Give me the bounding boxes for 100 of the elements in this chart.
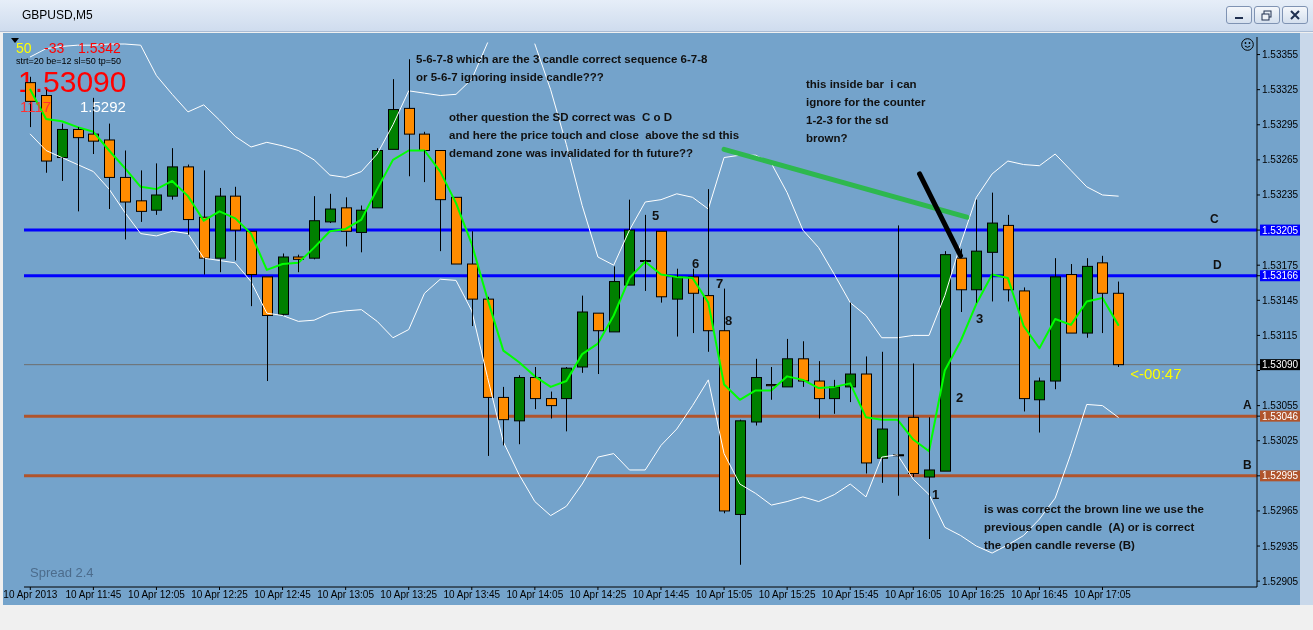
candlestick: [751, 358, 762, 427]
annotation: 6: [692, 256, 700, 271]
y-tick-label: 1.52905: [1262, 575, 1299, 587]
y-tick-label: 1.53295: [1262, 119, 1299, 131]
annotation: 1.5342: [78, 40, 121, 56]
y-tick-label: 1.53205: [1262, 224, 1299, 236]
x-tick-label: 10 Apr 15:05: [695, 589, 753, 601]
y-tick-label: 1.52935: [1262, 540, 1299, 552]
annotation: other question the SD correct was C o D and here the price touch and close above the sd this demand zone was invalidated for th future??: [449, 110, 740, 161]
y-tick-label: 1.53166: [1262, 270, 1299, 282]
annotation: <-00:47: [1130, 364, 1182, 382]
candlestick: [1066, 263, 1077, 334]
candlestick: [829, 379, 840, 415]
y-tick-label: 1.53265: [1262, 154, 1299, 166]
x-tick-label: 10 Apr 12:45: [254, 589, 312, 601]
x-tick-label: 10 Apr 13:05: [317, 589, 375, 601]
candlestick: [845, 302, 856, 403]
candlestick: [624, 199, 635, 286]
ref-line-label: B: [1243, 457, 1252, 472]
annotation: 5-6-7-8 which are the 3 candle correct sequence 6-7-8 or 5-6-7 ignoring inside candle???: [416, 52, 708, 85]
annotation: this inside bar i can ignore for the counter 1-2-3 for the sd brown?: [806, 77, 926, 146]
candlestick: [57, 123, 68, 182]
annotation: 5: [652, 208, 660, 223]
candlestick: [1034, 377, 1045, 434]
x-tick-label: 10 Apr 16:25: [947, 589, 1006, 601]
candlestick: [167, 147, 178, 201]
annotation: Spread 2.4: [30, 565, 94, 580]
candlestick: [419, 131, 430, 183]
y-tick-label: 1.53090: [1262, 359, 1299, 371]
candlestick: [593, 312, 604, 375]
x-tick-label: 10 Apr 16:05: [884, 589, 943, 601]
candlestick: [1097, 255, 1108, 334]
x-tick-label: 10 Apr 2013: [3, 589, 58, 601]
candlestick: [1113, 281, 1124, 368]
candlestick: [971, 199, 982, 304]
candlestick: [483, 296, 494, 457]
candlestick: [672, 268, 683, 338]
candlestick: [104, 123, 115, 210]
candlestick: [798, 340, 809, 388]
candlestick: [656, 230, 667, 304]
candlestick: [735, 420, 746, 566]
x-tick-label: 10 Apr 16:45: [1011, 589, 1069, 601]
annotation: 3: [976, 311, 984, 326]
x-tick-label: 10 Apr 15:25: [758, 589, 816, 601]
y-tick-label: 1.53055: [1262, 400, 1299, 412]
candlestick: [861, 355, 872, 474]
y-tick-label: 1.52995: [1262, 470, 1299, 482]
candlestick: [1019, 286, 1030, 412]
annotation: 2: [956, 390, 964, 405]
x-tick-label: 10 Apr 17:05: [1074, 589, 1132, 601]
x-tick-label: 10 Apr 12:05: [128, 589, 186, 601]
candlestick: [467, 230, 478, 327]
annotation: 1: [932, 487, 940, 502]
annotation: 7: [716, 276, 724, 291]
candlestick: [341, 196, 352, 247]
y-tick-label: 1.53145: [1262, 294, 1299, 306]
candlestick: [514, 374, 525, 445]
candlestick: [987, 192, 998, 302]
candlestick: [451, 196, 462, 265]
y-tick-label: 1.53115: [1262, 329, 1298, 341]
x-tick-label: 10 Apr 13:25: [380, 589, 438, 601]
y-tick-label: 1.53175: [1262, 259, 1299, 271]
annotation: strt=20 be=12 sl=50 tp=50: [16, 56, 122, 66]
ref-line-label: A: [1243, 398, 1252, 413]
annotation: is was correct the brown line we use the previous open candle (A) or is correct the open candle reverse (B): [984, 502, 1204, 553]
candlestick: [183, 164, 194, 236]
candlestick: [246, 230, 257, 307]
annotation: 1.53090: [18, 65, 127, 98]
candlestick: [278, 252, 289, 315]
annotation: 8: [725, 313, 733, 328]
x-tick-label: 10 Apr 13:45: [443, 589, 501, 601]
candlestick: [73, 126, 84, 212]
candlestick: [814, 360, 825, 419]
ref-line-label: C: [1210, 212, 1219, 227]
candlestick: [136, 169, 147, 223]
annotation: -33: [44, 40, 65, 56]
candlestick: [782, 338, 793, 388]
candlestick: [1050, 257, 1061, 390]
candlestick: [215, 187, 226, 273]
candlestick: [577, 295, 588, 374]
candlestick: [230, 186, 241, 262]
y-tick-label: 1.53046: [1262, 410, 1299, 422]
candlestick: [262, 276, 273, 382]
candlestick: [546, 391, 557, 419]
y-tick-label: 1.53025: [1262, 435, 1299, 447]
candlestick: [435, 150, 446, 252]
candlestick: [498, 386, 509, 446]
x-tick-label: 10 Apr 11:45: [65, 589, 122, 601]
x-tick-label: 10 Apr 12:25: [191, 589, 249, 601]
annotation: 50: [16, 40, 32, 56]
candlestick: [1082, 257, 1093, 339]
candlestick: [120, 150, 131, 240]
candlestick: [199, 169, 210, 276]
candlestick: [908, 362, 919, 478]
y-tick-label: 1.53235: [1262, 189, 1299, 201]
candlestick: [325, 193, 336, 223]
candlestick: [530, 366, 541, 410]
candlestick: [388, 78, 399, 150]
candlestick: [404, 58, 415, 177]
y-tick-label: 1.53355: [1262, 49, 1299, 61]
